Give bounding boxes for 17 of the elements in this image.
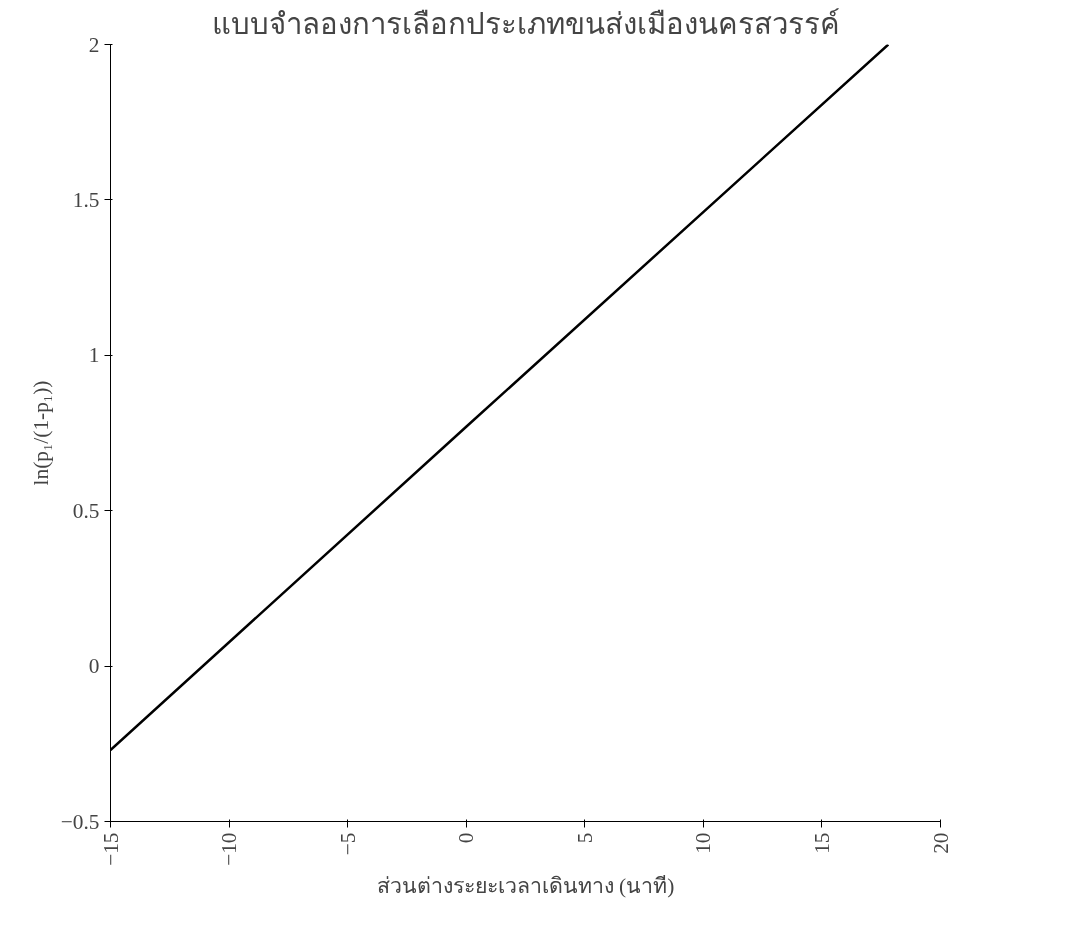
x-tick-label: −10 — [217, 832, 242, 866]
x-tick-label: 5 — [572, 832, 597, 844]
x-tick-label: 20 — [928, 832, 953, 854]
y-tick-label: 0.5 — [72, 498, 100, 523]
x-axis-title: ส่วนต่างระยะเวลาเดินทาง (นาที) — [376, 873, 675, 898]
x-tick-label: 15 — [809, 832, 834, 854]
y-tick-label: 1.5 — [72, 187, 100, 212]
x-tick-label: 10 — [691, 832, 716, 854]
x-tick-label: −5 — [335, 832, 360, 856]
x-tick-label: −15 — [98, 832, 123, 866]
y-tick-label: 1 — [88, 343, 100, 368]
y-axis-title: ln(p₁/(1-p₁)) — [28, 380, 53, 486]
y-tick-label: 2 — [88, 32, 100, 57]
chart-title: แบบจำลองการเลือกประเภทขนส่งเมืองนครสวรรค์ — [211, 7, 840, 40]
y-tick-label: 0 — [88, 654, 100, 679]
x-tick-label: 0 — [454, 832, 479, 844]
y-tick-label: −0.5 — [60, 809, 100, 834]
